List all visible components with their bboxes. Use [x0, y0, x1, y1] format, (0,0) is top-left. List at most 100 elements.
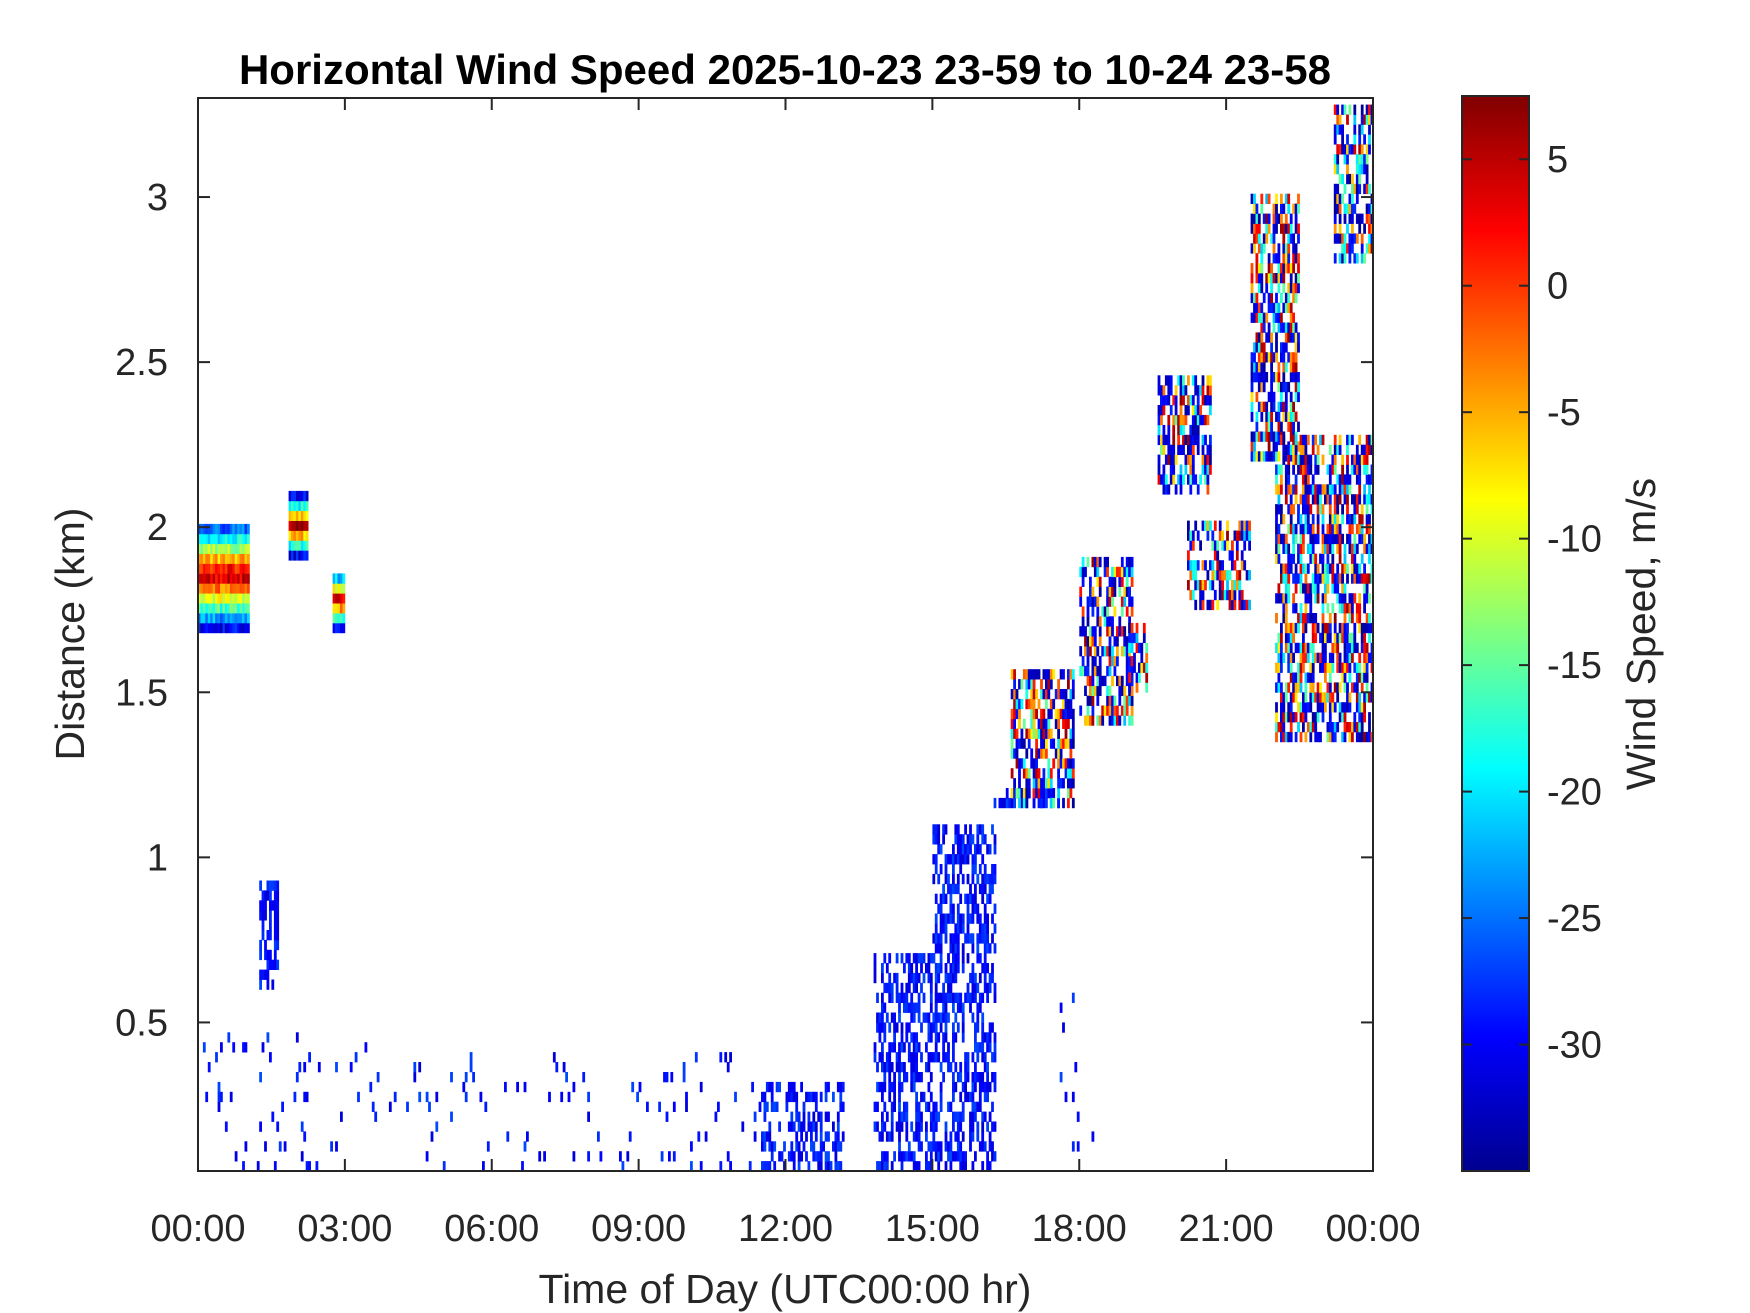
- heatmap-cell: [876, 992, 879, 1003]
- heatmap-cell: [991, 963, 994, 974]
- heatmap-cell: [824, 1081, 828, 1093]
- heatmap-cell: [1125, 675, 1129, 687]
- heatmap-cell: [893, 1012, 896, 1023]
- heatmap-cell: [237, 603, 240, 614]
- heatmap-cell: [1226, 530, 1229, 541]
- heatmap-cell: [1370, 434, 1373, 446]
- heatmap-cell: [1311, 573, 1315, 584]
- heatmap-cell: [925, 1151, 928, 1162]
- heatmap-cell: [1321, 484, 1325, 495]
- heatmap-cell: [900, 1151, 904, 1162]
- heatmap-cell: [1250, 391, 1254, 403]
- heatmap-cell: [1174, 484, 1178, 495]
- heatmap-cell: [905, 1072, 909, 1083]
- heatmap-cell: [1103, 675, 1107, 687]
- heatmap-cell: [1351, 183, 1354, 195]
- heatmap-cell: [939, 992, 943, 1003]
- heatmap-cell: [956, 1141, 960, 1152]
- heatmap-cell: [242, 553, 245, 564]
- heatmap-cell: [1049, 679, 1053, 690]
- heatmap-cell: [1123, 586, 1127, 597]
- heatmap-cell: [239, 603, 243, 614]
- heatmap-cell: [1348, 702, 1352, 713]
- heatmap-cell: [1360, 454, 1364, 465]
- heatmap-cell: [1309, 583, 1313, 594]
- heatmap-cell: [1289, 444, 1293, 455]
- heatmap-cell: [239, 583, 243, 594]
- heatmap-cell: [792, 1081, 796, 1093]
- heatmap-cell: [947, 1062, 950, 1073]
- heatmap-cell: [893, 1151, 896, 1162]
- heatmap-cell: [1040, 778, 1043, 789]
- heatmap-cell: [1030, 669, 1034, 680]
- heatmap-cell: [1363, 731, 1366, 743]
- heatmap-cell: [1071, 728, 1075, 739]
- heatmap-cell: [1093, 646, 1097, 657]
- heatmap-cell: [1314, 454, 1318, 465]
- heatmap-cell: [1321, 622, 1325, 634]
- heatmap-cell: [1275, 514, 1278, 525]
- heatmap-cell: [305, 510, 309, 521]
- heatmap-cell: [1287, 223, 1291, 234]
- heatmap-cell: [1304, 454, 1308, 465]
- heatmap-cell: [1160, 474, 1163, 485]
- heatmap-cell: [1338, 484, 1342, 495]
- heatmap-cell: [1316, 682, 1320, 693]
- heatmap-cell: [1341, 672, 1344, 683]
- heatmap-cell: [1133, 662, 1136, 673]
- heatmap-cell: [1306, 593, 1310, 604]
- heatmap-cell: [516, 1081, 519, 1093]
- heatmap-cell: [1199, 405, 1202, 416]
- heatmap-cell: [1272, 431, 1276, 442]
- heatmap-cell: [952, 1091, 955, 1103]
- heatmap-cell: [1067, 708, 1070, 720]
- heatmap-cell: [1037, 698, 1041, 710]
- heatmap-cell: [1172, 424, 1176, 436]
- heatmap-cell: [1338, 213, 1342, 224]
- heatmap-cell: [807, 1121, 811, 1132]
- heatmap-cell: [1074, 1062, 1078, 1073]
- heatmap-cell: [1360, 553, 1364, 564]
- heatmap-cell: [1062, 1022, 1065, 1033]
- heatmap-cell: [1292, 444, 1295, 455]
- heatmap-cell: [876, 1161, 879, 1171]
- heatmap-cell: [1343, 722, 1347, 733]
- heatmap-cell: [1030, 718, 1034, 729]
- heatmap-cell: [1042, 768, 1046, 779]
- heatmap-cell: [981, 1141, 985, 1152]
- heatmap-cell: [210, 622, 213, 634]
- heatmap-cell: [1311, 434, 1315, 446]
- heatmap-cell: [1022, 797, 1026, 809]
- heatmap-cell: [974, 1151, 977, 1162]
- heatmap-cell: [1204, 434, 1207, 446]
- heatmap-cell: [1351, 682, 1354, 693]
- heatmap-cell: [1013, 669, 1016, 680]
- heatmap-cell: [1299, 642, 1303, 654]
- heatmap-cell: [1282, 372, 1286, 383]
- heatmap-cell: [1358, 712, 1362, 723]
- heatmap-cell: [1250, 273, 1254, 284]
- heatmap-cell: [1037, 669, 1041, 680]
- heatmap-cell: [1360, 233, 1364, 244]
- heatmap-cell: [1370, 573, 1373, 584]
- heatmap-cell: [1057, 708, 1060, 720]
- heatmap-cell: [927, 1161, 931, 1171]
- heatmap-cell: [971, 1101, 975, 1112]
- heatmap-cell: [971, 873, 975, 885]
- heatmap-cell: [1174, 454, 1178, 465]
- heatmap-cell: [224, 613, 228, 624]
- heatmap-cell: [1284, 731, 1288, 743]
- heatmap-cell: [1280, 213, 1283, 224]
- heatmap-cell: [878, 1161, 882, 1171]
- heatmap-cell: [1319, 573, 1322, 584]
- heatmap-cell: [1306, 474, 1310, 485]
- heatmap-cell: [765, 1101, 769, 1112]
- heatmap-cell: [1346, 692, 1349, 703]
- heatmap-cell: [890, 1111, 894, 1122]
- heatmap-cell: [983, 923, 987, 934]
- heatmap-cell: [212, 573, 216, 584]
- heatmap-cell: [944, 1121, 948, 1132]
- heatmap-cell: [1101, 606, 1105, 617]
- heatmap-cell: [912, 1012, 916, 1023]
- heatmap-cell: [934, 913, 938, 924]
